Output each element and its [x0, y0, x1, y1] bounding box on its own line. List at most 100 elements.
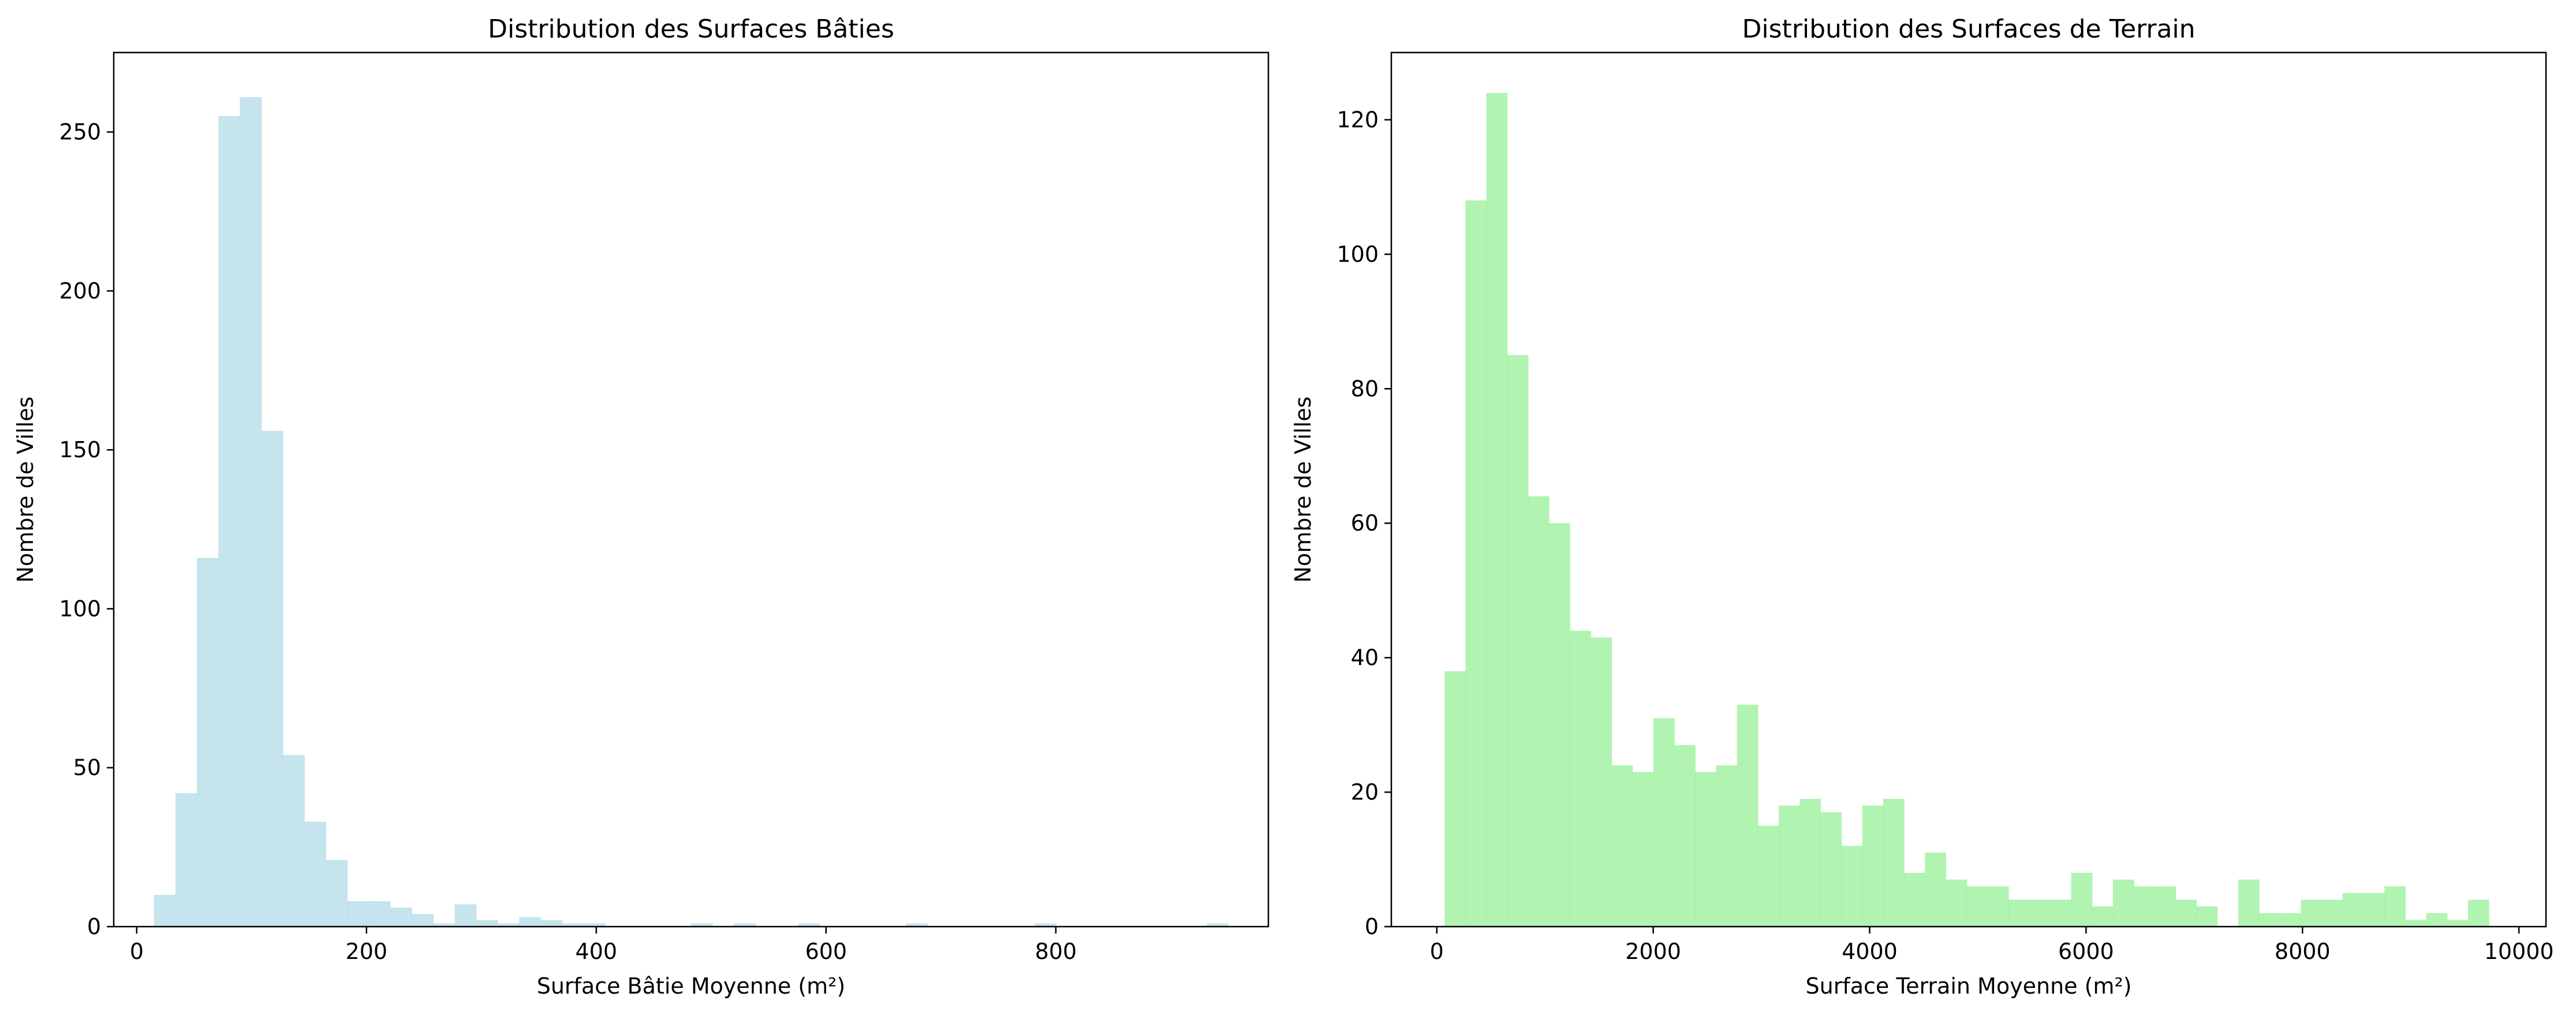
histogram-bar	[2092, 906, 2114, 927]
histogram-bar	[2134, 886, 2155, 927]
plot-frame	[113, 51, 1270, 928]
histogram-bar	[197, 558, 219, 927]
histogram-bar	[562, 923, 584, 927]
histogram-bar	[1800, 798, 1821, 927]
x-tick-label: 2000	[1625, 939, 1681, 964]
histogram-bar	[1035, 923, 1057, 927]
histogram-bar	[691, 923, 713, 927]
histogram-bar	[2467, 899, 2489, 927]
histogram-bar	[1611, 765, 1633, 927]
y-tick-label: 0	[87, 914, 101, 939]
y-tick-label: 40	[1351, 645, 1379, 670]
histogram-bar	[1841, 846, 1863, 927]
histogram-bar	[2238, 879, 2260, 927]
histogram-bar	[2280, 913, 2302, 927]
histogram-bar	[2384, 886, 2406, 927]
histogram-bar	[1987, 886, 2009, 927]
chart-land-surface: Distribution des Surfaces de Terrain 0 20…	[1290, 14, 2554, 999]
chart-built-surface: Distribution des Surfaces Bâties 0 200 400…	[13, 14, 1270, 999]
histogram-bar	[1632, 772, 1654, 927]
histogram-bar	[1591, 637, 1612, 927]
x-tick-label: 0	[1430, 939, 1444, 964]
x-tick-label: 4000	[1842, 939, 1898, 964]
y-tick-label: 100	[59, 596, 101, 621]
histogram-bar	[798, 923, 820, 927]
x-tick-label: 0	[130, 939, 144, 964]
histogram-bar	[1528, 496, 1550, 927]
histogram-bar	[282, 755, 305, 927]
histogram-bar	[1486, 92, 1508, 927]
y-axis-label: Nombre de Villes	[1290, 397, 1316, 583]
histogram-bar	[1444, 671, 1466, 927]
x-tick-label: 200	[346, 939, 388, 964]
y-tick-label: 250	[59, 120, 101, 145]
histogram-bar	[1549, 523, 1570, 927]
histogram-bar	[1925, 852, 1947, 927]
histogram-bar	[2175, 899, 2197, 927]
histogram-bar	[433, 923, 456, 927]
histogram-bar	[1716, 765, 1738, 927]
histogram-bar	[261, 431, 283, 927]
x-axis-ticks: 0 2000 4000 6000 8000 10000	[1430, 927, 2554, 964]
y-axis-ticks: 0 50 100 150 200 250	[59, 120, 114, 939]
y-tick-label: 60	[1351, 510, 1379, 536]
histogram-bar	[240, 97, 262, 927]
y-tick-label: 50	[73, 755, 101, 781]
histogram-bar	[218, 116, 241, 927]
y-tick-label: 120	[1336, 107, 1379, 132]
bars	[154, 97, 1229, 927]
histogram-bar	[454, 904, 477, 927]
histogram-bar	[734, 923, 756, 927]
histogram-bar	[583, 923, 606, 927]
y-tick-label: 200	[59, 278, 101, 304]
x-tick-label: 800	[1035, 939, 1077, 964]
bars	[1444, 92, 2489, 927]
histogram-bar	[1465, 200, 1487, 927]
histogram-bar	[2029, 899, 2051, 927]
histogram-bar	[1820, 812, 1842, 927]
x-tick-label: 6000	[2058, 939, 2114, 964]
y-axis-label: Nombre de Villes	[13, 397, 38, 583]
histogram-bar	[1757, 826, 1779, 927]
y-tick-label: 150	[59, 437, 101, 462]
chart-title: Distribution des Surfaces Bâties	[488, 14, 894, 44]
y-tick-label: 100	[1336, 241, 1379, 267]
histogram-bar	[326, 860, 348, 927]
histogram-bar	[2008, 899, 2030, 927]
histogram-bar	[2342, 893, 2364, 927]
histogram-bar	[906, 923, 928, 927]
y-tick-label: 0	[1365, 914, 1379, 939]
x-tick-label: 8000	[2275, 939, 2331, 964]
histogram-bar	[2112, 879, 2134, 927]
histogram-bar	[2259, 913, 2280, 927]
histogram-bar	[2155, 886, 2176, 927]
histogram-bar	[1507, 355, 1529, 927]
histogram-bar	[347, 901, 369, 927]
histogram-bar	[2050, 899, 2072, 927]
histogram-bar	[1946, 879, 1968, 927]
histogram-bar	[368, 901, 391, 927]
histogram-bar	[2426, 913, 2448, 927]
histogram-bar	[175, 793, 197, 927]
histogram-bar	[390, 907, 412, 927]
histogram-bar	[2447, 920, 2469, 927]
histogram-bar	[540, 920, 563, 927]
histogram-bar	[1966, 886, 1988, 927]
histogram-bar	[2071, 872, 2093, 927]
histogram-bar	[304, 822, 326, 927]
histogram-bar	[2321, 899, 2343, 927]
histogram-bar	[1653, 718, 1675, 927]
histogram-bar	[2196, 906, 2218, 927]
histogram-bar	[2405, 920, 2427, 927]
histogram-bar	[476, 920, 498, 927]
histogram-bar	[2363, 893, 2385, 927]
histogram-bar	[1883, 798, 1905, 927]
y-axis-ticks: 0 20 40 60 80 100 120	[1336, 107, 1391, 939]
histogram-bar	[1862, 805, 1884, 927]
plot-frame	[1390, 51, 2547, 928]
chart-title: Distribution des Surfaces de Terrain	[1742, 14, 2195, 44]
histogram-bar	[1695, 772, 1717, 927]
histogram-bar	[1570, 630, 1592, 927]
histogram-bar	[1737, 704, 1759, 927]
